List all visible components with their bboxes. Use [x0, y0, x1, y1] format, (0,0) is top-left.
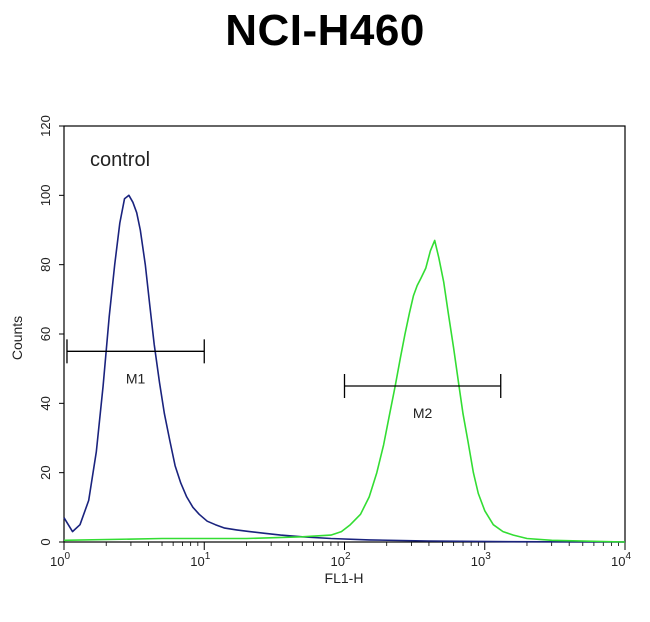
x-tick-label: 100: [50, 551, 70, 569]
x-axis-label: FL1-H: [325, 570, 364, 586]
gate-label: M2: [413, 405, 433, 421]
gate-label: M1: [126, 370, 146, 386]
gates-layer: M1 M2: [66, 339, 502, 421]
y-tick-label: 120: [38, 115, 53, 137]
y-axis-label: Counts: [9, 316, 25, 360]
y-tick-label: 100: [38, 184, 53, 206]
y-tick-label: 60: [38, 327, 53, 341]
y-tick-label: 40: [38, 396, 53, 410]
y-axis-ticks: 0 20 40 60 80 100 120: [38, 115, 64, 546]
y-tick-label: 20: [38, 465, 53, 479]
x-tick-label: 101: [190, 551, 210, 569]
series-layer: [63, 194, 626, 543]
x-tick-label: 104: [611, 551, 631, 569]
series-line-1: [63, 194, 626, 543]
plot-frame: [63, 125, 626, 543]
y-tick-label: 0: [38, 538, 53, 545]
x-axis-ticks: 100 101 102 103 104: [50, 542, 631, 569]
series-line-2: [63, 239, 626, 543]
control-annotation: control: [90, 149, 150, 171]
y-tick-label: 80: [38, 257, 53, 271]
x-tick-label: 102: [330, 551, 350, 569]
x-tick-label: 103: [471, 551, 491, 569]
chart-title: NCI-H460: [225, 6, 425, 55]
